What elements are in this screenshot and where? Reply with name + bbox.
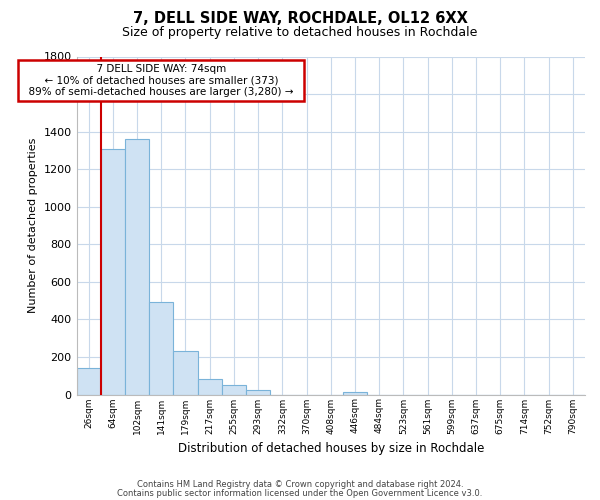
Text: 7, DELL SIDE WAY, ROCHDALE, OL12 6XX: 7, DELL SIDE WAY, ROCHDALE, OL12 6XX	[133, 11, 467, 26]
Bar	[197, 378, 222, 394]
Text: Contains HM Land Registry data © Crown copyright and database right 2024.: Contains HM Land Registry data © Crown c…	[137, 480, 463, 489]
Bar	[149, 302, 173, 394]
Bar	[77, 368, 101, 394]
Bar	[246, 390, 270, 394]
X-axis label: Distribution of detached houses by size in Rochdale: Distribution of detached houses by size …	[178, 442, 484, 455]
Bar	[173, 352, 197, 395]
Y-axis label: Number of detached properties: Number of detached properties	[28, 138, 38, 313]
Bar	[222, 385, 246, 394]
Bar	[343, 392, 367, 394]
Text: 7 DELL SIDE WAY: 74sqm  
  ← 10% of detached houses are smaller (373)  
  89% of: 7 DELL SIDE WAY: 74sqm ← 10% of detached…	[22, 64, 300, 97]
Bar	[125, 139, 149, 394]
Text: Size of property relative to detached houses in Rochdale: Size of property relative to detached ho…	[122, 26, 478, 39]
Text: Contains public sector information licensed under the Open Government Licence v3: Contains public sector information licen…	[118, 488, 482, 498]
Bar	[101, 148, 125, 394]
